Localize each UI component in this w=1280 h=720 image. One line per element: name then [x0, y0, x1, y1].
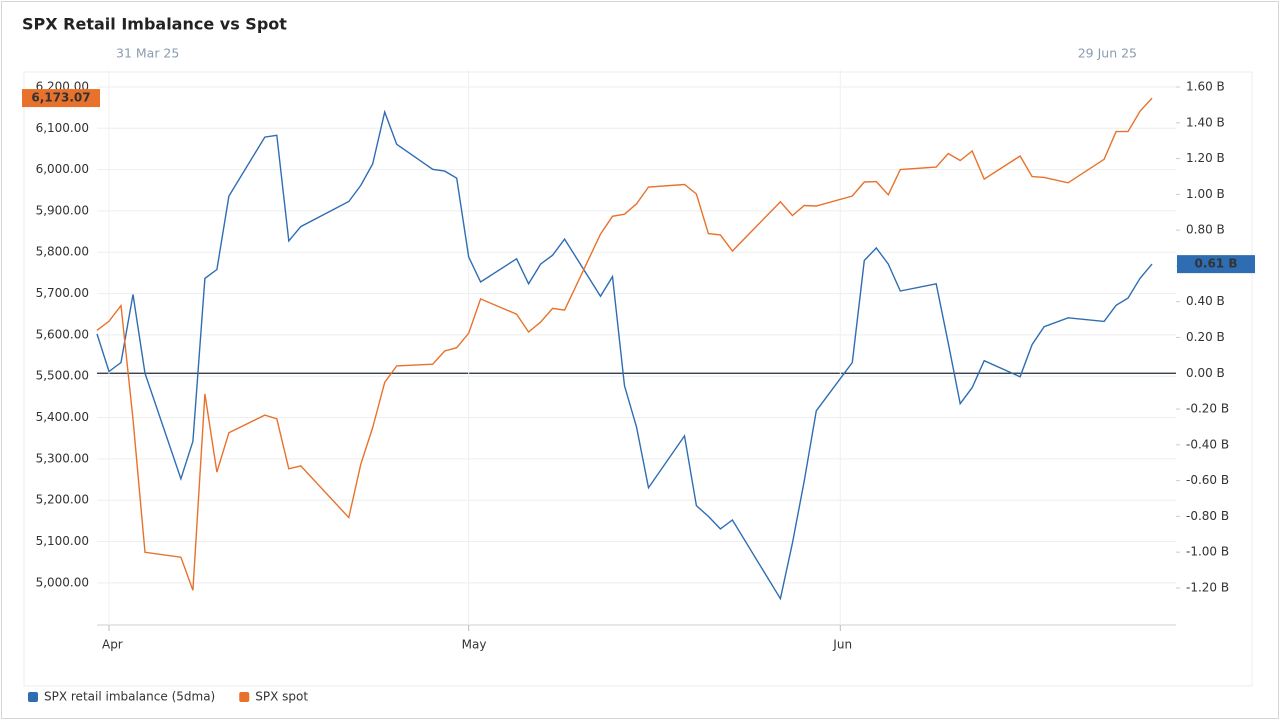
y2-tick-label: 0.00 B: [1186, 366, 1225, 380]
series-line: [96, 97, 1153, 591]
x-tick-label: May: [462, 638, 487, 652]
value-badge: [1177, 255, 1255, 274]
range-end: 29 Jun 25: [1078, 46, 1137, 61]
y2-tick-label: -0.80 B: [1186, 509, 1229, 523]
y-tick-label: 5,600.00: [36, 327, 89, 341]
series-line: [96, 109, 1153, 601]
y2-tick-label: -1.20 B: [1186, 580, 1229, 594]
y-tick-label: 5,800.00: [36, 245, 89, 259]
y2-tick-label: 0.20 B: [1186, 330, 1225, 344]
x-tick-label: Apr: [102, 638, 123, 652]
range-start: 31 Mar 25: [116, 46, 179, 61]
y2-tick-label: 0.80 B: [1186, 223, 1225, 237]
y2-tick-label: -0.20 B: [1186, 402, 1229, 416]
y-tick-label: 5,900.00: [36, 203, 89, 217]
y-tick-label: 5,100.00: [36, 534, 89, 548]
y2-tick-label: 1.40 B: [1186, 115, 1225, 129]
value-badge: [22, 89, 100, 108]
y-tick-label: 5,400.00: [36, 410, 89, 424]
y2-tick-label: -0.40 B: [1186, 437, 1229, 451]
chart-title: SPX Retail Imbalance vs Spot: [22, 15, 287, 34]
value-label: 6,173.07: [31, 91, 90, 105]
legend-label: SPX spot: [255, 690, 308, 704]
y-tick-label: 6,100.00: [36, 121, 89, 135]
y-tick-label: 5,500.00: [36, 369, 89, 383]
y2-tick-label: 1.20 B: [1186, 151, 1225, 165]
y2-tick-label: 0.40 B: [1186, 294, 1225, 308]
legend-swatch: [239, 692, 250, 702]
value-label: 0.61 B: [1195, 257, 1238, 271]
plot-frame: [23, 71, 1253, 687]
y-tick-label: 5,000.00: [36, 575, 89, 589]
legend-swatch: [28, 692, 38, 702]
y-tick-label: 6,000.00: [36, 162, 89, 176]
y2-tick-label: 1.60 B: [1186, 79, 1225, 93]
x-tick-label: Jun: [832, 638, 852, 652]
y-tick-label: 5,200.00: [36, 493, 89, 507]
y2-tick-label: 1.00 B: [1186, 187, 1225, 201]
y-tick-label: 5,700.00: [36, 286, 89, 300]
legend-label: SPX retail imbalance (5dma): [44, 690, 215, 704]
y2-tick-label: -1.00 B: [1186, 545, 1229, 559]
y2-tick-label: -0.60 B: [1186, 473, 1229, 487]
y-tick-label: 5,300.00: [36, 451, 89, 465]
